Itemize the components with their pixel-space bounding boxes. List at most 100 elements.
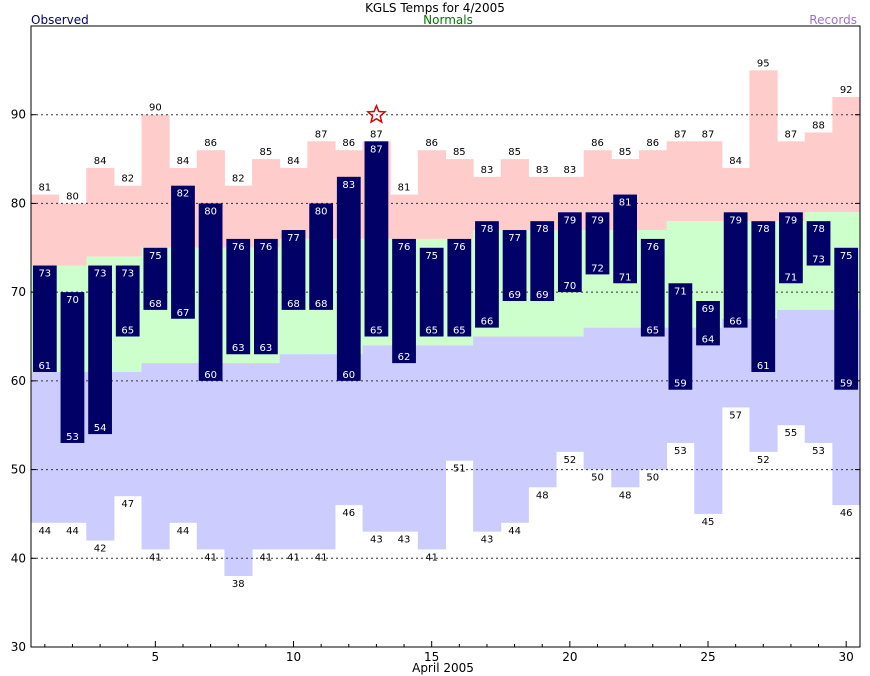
observed-low-label: 73 (812, 255, 825, 266)
record-high-label: 87 (315, 129, 328, 140)
record-low-label: 41 (425, 552, 438, 563)
observed-low-label: 71 (619, 272, 632, 283)
observed-low-label: 66 (481, 317, 494, 328)
record-high-band (86, 167, 115, 257)
record-high-band (445, 159, 474, 239)
observed-high-label: 87 (370, 144, 383, 155)
y-tick-label: 50 (11, 463, 26, 477)
observed-bar (281, 230, 306, 310)
record-low-band (252, 363, 281, 550)
record-high-band (804, 132, 833, 213)
record-low-band (445, 345, 474, 461)
y-tick-label: 60 (11, 374, 26, 388)
observed-low-label: 62 (398, 352, 411, 363)
observed-bar (309, 203, 334, 310)
observed-high-label: 79 (785, 215, 798, 226)
observed-low-label: 69 (508, 290, 521, 301)
record-low-label: 43 (398, 535, 411, 546)
observed-high-label: 77 (287, 233, 300, 244)
record-high-label: 84 (729, 156, 742, 167)
value-label-layer: 81 44 73 61 80 44 70 53 84 42 73 54 82 47 73 65 90 41 75 68… (38, 58, 852, 590)
observed-bar (557, 212, 582, 293)
record-low-band (721, 318, 750, 408)
record-high-label: 88 (812, 120, 825, 131)
record-low-label: 53 (674, 446, 687, 457)
record-high-band (31, 194, 60, 266)
record-low-label: 41 (260, 552, 273, 563)
record-low-label: 50 (646, 473, 659, 484)
observed-high-label: 70 (66, 295, 79, 306)
observed-high-label: 76 (398, 242, 411, 253)
x-tick-label: 20 (562, 650, 577, 664)
record-low-band (390, 345, 419, 532)
record-high-band (777, 141, 806, 222)
record-high-band (500, 159, 529, 231)
record-low-band (611, 327, 640, 488)
observed-low-label: 59 (674, 379, 687, 390)
observed-bar (364, 141, 389, 337)
observed-low-label: 71 (785, 272, 798, 283)
observed-bar (143, 247, 168, 310)
observed-bar (88, 265, 112, 435)
observed-bar (723, 212, 748, 328)
record-high-label: 82 (232, 174, 245, 185)
record-low-label: 43 (481, 535, 494, 546)
record-low-band (473, 336, 502, 532)
record-low-band (196, 363, 225, 550)
record-high-label: 87 (785, 129, 798, 140)
record-low-band (169, 363, 198, 523)
record-low-band (777, 309, 806, 426)
observed-high-label: 76 (232, 242, 245, 253)
record-high-label: 86 (646, 138, 659, 149)
observed-low-label: 61 (757, 361, 770, 372)
record-low-label: 41 (204, 552, 217, 563)
observed-low-label: 61 (38, 361, 51, 372)
observed-low-label: 60 (204, 370, 217, 381)
observed-high-label: 80 (204, 206, 217, 217)
record-high-label: 86 (425, 138, 438, 149)
record-low-label: 41 (287, 552, 300, 563)
observed-bar (751, 221, 776, 372)
x-tick-label: 15 (424, 650, 439, 664)
y-tick-label: 70 (11, 285, 26, 299)
record-high-label: 83 (481, 165, 494, 176)
record-low-label: 46 (840, 508, 853, 519)
observed-high-label: 78 (536, 224, 549, 235)
observed-bar (640, 238, 665, 337)
observed-low-label: 68 (287, 299, 300, 310)
observed-low-label: 65 (121, 326, 134, 337)
record-high-band (666, 141, 695, 222)
observed-low-label: 63 (260, 343, 273, 354)
observed-bar (226, 238, 251, 355)
observed-low-label: 70 (563, 281, 576, 292)
observed-bar (60, 292, 85, 443)
x-axis-label: April 2005 (412, 661, 474, 675)
record-high-label: 81 (38, 183, 51, 194)
record-low-label: 44 (66, 526, 79, 537)
record-low-band (556, 336, 585, 452)
observed-high-label: 76 (453, 242, 466, 253)
observed-bar (198, 203, 223, 381)
observed-high-label: 79 (591, 215, 604, 226)
record-high-band (224, 185, 253, 248)
record-high-label: 87 (674, 129, 687, 140)
record-high-band (832, 96, 861, 213)
observed-high-label: 83 (342, 180, 355, 191)
plot-frame (30, 25, 861, 648)
observed-low-label: 65 (453, 326, 466, 337)
record-high-label: 90 (149, 103, 162, 114)
observed-bar (530, 221, 555, 302)
observed-bar (834, 247, 859, 390)
observed-low-label: 65 (370, 326, 383, 337)
record-low-label: 55 (785, 428, 798, 439)
record-low-label: 51 (453, 464, 466, 475)
observed-high-label: 73 (94, 269, 107, 280)
observed-high-label: 73 (38, 269, 51, 280)
observed-low-label: 65 (425, 326, 438, 337)
record-high-label: 81 (398, 183, 411, 194)
record-low-label: 47 (121, 499, 134, 510)
record-low-band (31, 371, 60, 523)
observed-bar (613, 194, 637, 284)
record-high-band (694, 141, 723, 222)
